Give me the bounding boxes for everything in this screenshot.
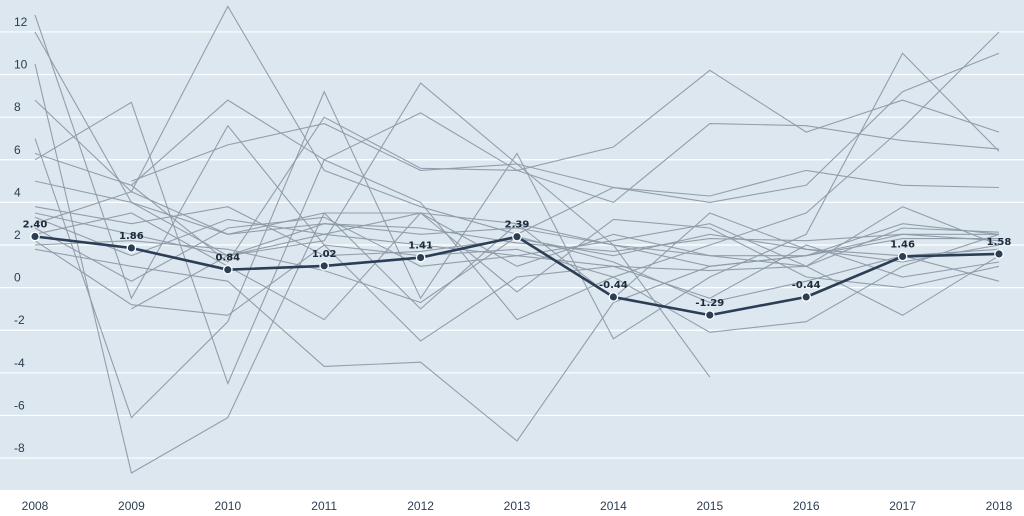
data-point <box>897 251 908 262</box>
data-point <box>319 261 330 271</box>
x-axis-ticks: 2008 2009 2010 2011 2012 2013 2014 2015 2016 2017… <box>22 499 1013 513</box>
y-tick-label: -6 <box>14 398 25 412</box>
series-line <box>34 52 1000 419</box>
data-label: -1.29 <box>695 298 724 309</box>
series-line <box>34 206 1000 282</box>
x-tick-label: 2017 <box>889 499 916 513</box>
y-tick-label: 0 <box>14 271 21 285</box>
x-tick-label: 2016 <box>793 499 820 513</box>
data-point <box>222 264 233 275</box>
data-label: 1.41 <box>408 241 433 252</box>
x-tick-label: 2015 <box>696 499 723 513</box>
series-line <box>34 238 999 442</box>
series-line <box>131 52 1000 203</box>
data-point <box>704 310 715 320</box>
y-tick-label: 10 <box>14 58 28 72</box>
data-label: -0.44 <box>792 280 821 291</box>
highlight-series: 2.40 1.86 0.84 1.02 1.41 2.39 -0.44 -1.29 -0.44 1… <box>23 219 1012 320</box>
series-line <box>34 31 999 257</box>
data-point <box>30 231 40 242</box>
series-line <box>131 99 1000 333</box>
y-tick-label: 4 <box>14 185 21 199</box>
data-point <box>512 231 522 242</box>
x-tick-label: 2012 <box>407 499 434 513</box>
series-line <box>34 14 1000 300</box>
y-axis-ticks: 12 10 8 6 4 2 0 -2 -4 -6 -8 <box>14 15 28 455</box>
x-tick-label: 2009 <box>118 499 145 513</box>
series-line <box>34 69 1000 386</box>
data-point <box>994 249 1004 259</box>
x-tick-label: 2018 <box>986 499 1013 513</box>
x-tick-label: 2013 <box>504 499 531 513</box>
x-tick-label: 2014 <box>600 499 627 513</box>
y-tick-label: -8 <box>14 441 25 455</box>
x-tick-label: 2010 <box>214 499 241 513</box>
data-label: 2.40 <box>23 219 48 230</box>
data-label: -0.44 <box>599 280 628 291</box>
x-tick-label: 2011 <box>311 499 337 513</box>
data-label: 2.39 <box>505 220 530 231</box>
series-line <box>131 212 1000 310</box>
data-label: 1.02 <box>312 249 337 260</box>
data-label: 1.86 <box>119 231 144 242</box>
data-point <box>126 243 137 253</box>
y-tick-label: 8 <box>14 100 21 114</box>
series-line <box>34 240 1000 342</box>
data-label: 1.46 <box>890 240 915 251</box>
data-label: 1.58 <box>987 237 1012 248</box>
data-point <box>415 252 426 263</box>
data-point <box>608 292 619 302</box>
y-tick-label: 6 <box>14 143 21 157</box>
y-tick-label: -2 <box>14 313 25 327</box>
y-tick-label: -4 <box>14 356 25 370</box>
series-line <box>34 191 1000 310</box>
y-tick-label: 2 <box>14 228 21 242</box>
y-tick-label: 12 <box>14 15 28 29</box>
x-tick-label: 2008 <box>22 499 49 513</box>
data-label: 0.84 <box>215 253 240 264</box>
data-point <box>801 292 812 302</box>
